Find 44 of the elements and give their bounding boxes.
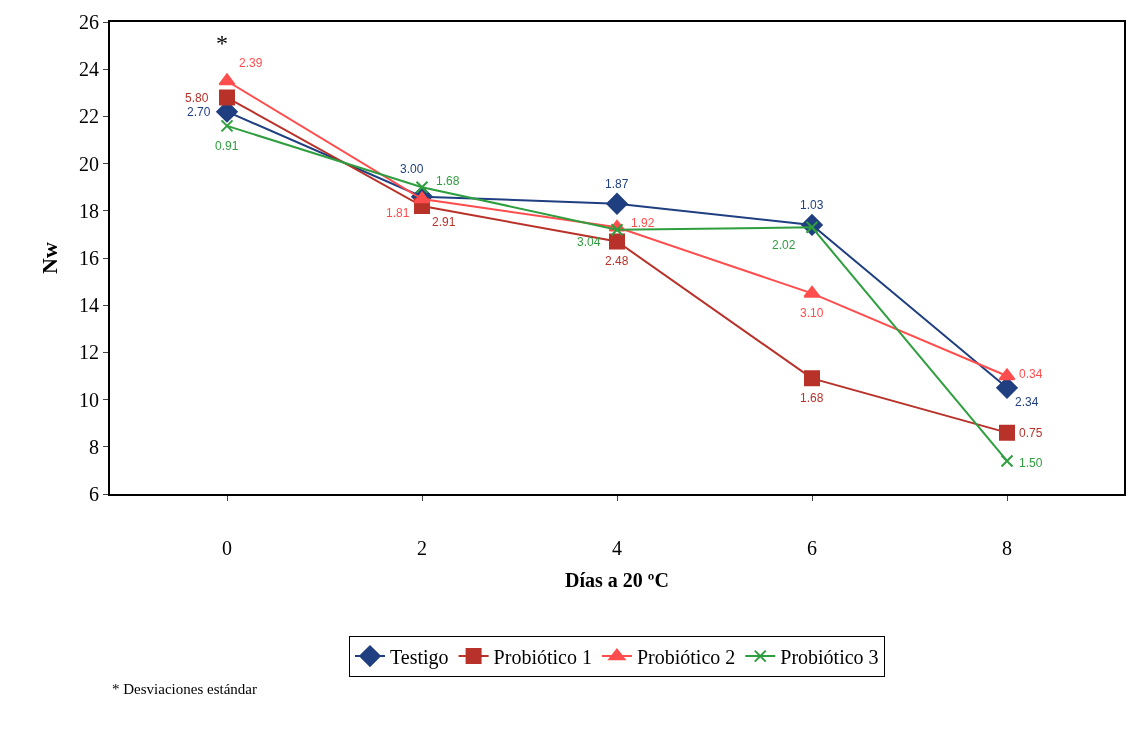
x-tick-label: 4: [612, 537, 622, 559]
annotation: 1.68: [436, 174, 460, 188]
annotation: 1.50: [1019, 456, 1043, 470]
annotation: 1.81: [386, 206, 410, 220]
legend-label: Probiótico 1: [493, 645, 592, 668]
x-tick-label: 0: [222, 537, 232, 559]
annotation: 2.91: [432, 215, 456, 229]
y-tick-label: 18: [79, 199, 99, 222]
x-tick-label: 8: [1002, 537, 1012, 559]
annotation: 0.91: [215, 139, 239, 153]
annotation: 0.34: [1019, 367, 1043, 381]
annotation: 3.00: [400, 162, 424, 176]
y-tick-label: 12: [79, 341, 99, 364]
y-tick-label: 10: [79, 388, 99, 411]
annotation: 1.68: [800, 391, 824, 405]
annotation: 3.10: [800, 306, 824, 320]
annotation: 1.03: [800, 198, 824, 212]
y-tick-label: 24: [79, 58, 99, 81]
x-tick-label: 2: [417, 537, 427, 559]
text: * Desviaciones estándar: [112, 681, 257, 697]
annotation: 2.34: [1015, 395, 1039, 409]
annotation: 0.75: [1019, 426, 1043, 440]
x-axis-title: Días a 20 ºC: [565, 569, 669, 591]
annotation: 1.87: [605, 177, 629, 191]
annotation: 2.48: [605, 254, 629, 268]
y-tick-label: 16: [79, 247, 99, 269]
annotation: 2.39: [239, 56, 263, 70]
y-tick-label: 8: [89, 435, 99, 458]
y-tick-label: 20: [79, 152, 99, 175]
annotation: *: [216, 30, 228, 56]
y-axis-title: Nw: [37, 242, 63, 274]
annotation: 1.92: [631, 216, 655, 230]
annotation: 2.70: [187, 105, 211, 119]
y-tick-label: 22: [79, 105, 99, 128]
annotation: 3.04: [577, 235, 601, 249]
legend-label: Testigo: [390, 645, 449, 669]
y-tick-label: 14: [79, 294, 99, 317]
annotation: 2.02: [772, 238, 796, 252]
y-tick-label: 6: [89, 483, 99, 505]
legend-label: Probiótico 2: [636, 645, 736, 668]
annotation: 5.80: [185, 91, 209, 105]
legend-label: Probiótico 3: [780, 645, 879, 668]
x-tick-label: 6: [807, 537, 817, 559]
y-tick-label: 26: [79, 11, 99, 33]
